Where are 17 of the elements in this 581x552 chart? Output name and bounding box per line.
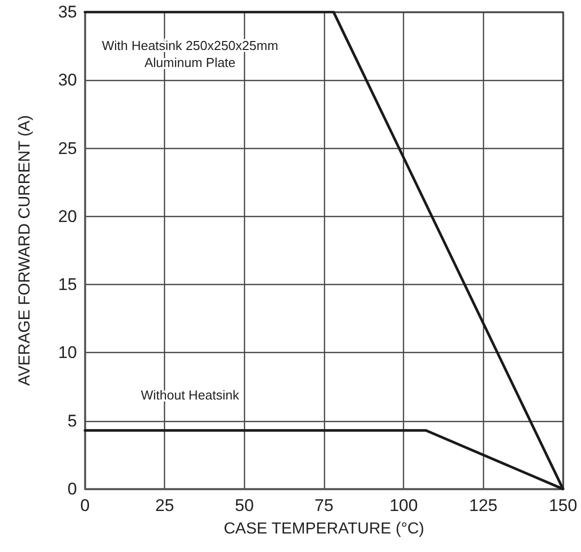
y-tick-label: 35 [58, 2, 77, 22]
y-tick-label: 10 [58, 343, 77, 362]
x-tick-label: 50 [234, 496, 254, 515]
y-tick-label: 25 [58, 138, 77, 158]
y-axis-title: AVERAGE FORWARD CURRENT (A) [16, 115, 34, 386]
y-tick-label: 20 [58, 206, 77, 226]
x-axis-title: CASE TEMPERATURE (°C) [224, 520, 424, 538]
y-tick-label: 30 [58, 70, 77, 90]
x-tick-label: 150 [548, 496, 578, 515]
y-tick-label: 5 [68, 411, 77, 430]
x-tick-label: 100 [389, 496, 418, 515]
y-tick-label: 0 [68, 480, 77, 498]
x-tick-label: 25 [155, 496, 174, 515]
x-tick-label: 75 [314, 496, 334, 515]
x-tick-label: 125 [469, 496, 498, 515]
x-tick-label: 0 [80, 496, 90, 515]
y-tick-label: 15 [58, 275, 77, 294]
